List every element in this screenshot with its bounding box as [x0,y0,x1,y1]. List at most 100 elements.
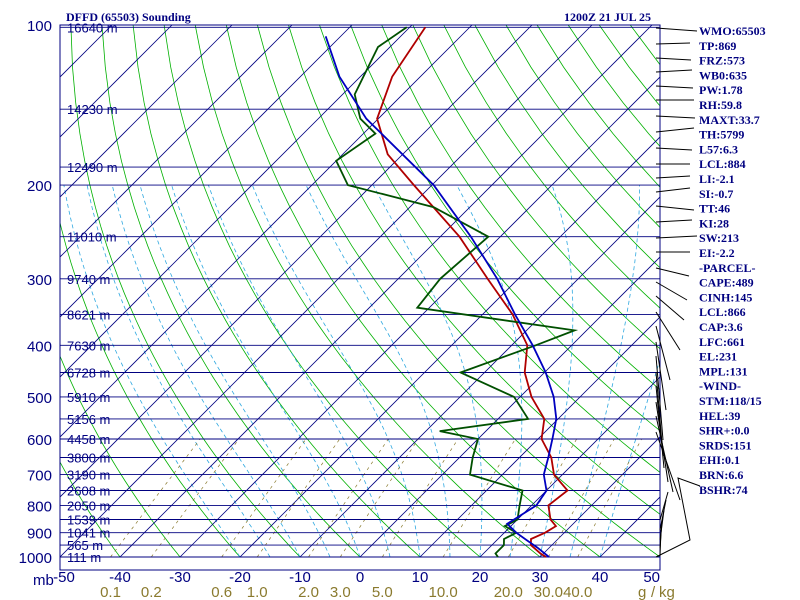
index-label: TP:869 [699,39,736,53]
pressure-label: 400 [27,338,52,355]
height-label: 12490 m [67,160,118,175]
mixing-ratio-label: 40.0 [563,584,592,600]
moist-adiabat [111,185,301,558]
height-label: 3800 m [67,451,110,466]
index-label: -PARCEL- [699,261,755,275]
mixing-ratio-label: 2.0 [298,584,319,600]
temperature-label: 20 [472,569,489,586]
height-label: 6728 m [67,366,110,381]
height-label: 3190 m [67,468,110,483]
mixing-ratio-label: 10.0 [428,584,457,600]
wind-barb [659,529,662,557]
index-label: BRN:6.6 [699,468,743,482]
wind-barb [655,235,698,239]
mixing-ratio-line [221,438,307,558]
index-label: FRZ:573 [699,54,745,68]
dry-adiabat [505,25,660,229]
dewpoint-profile [335,26,579,558]
temperature-label: 50 [643,569,660,586]
index-label: EHI:0.1 [699,453,740,467]
isotherm [539,436,660,558]
index-label: PW:1.78 [699,83,743,97]
dry-adiabat [536,25,660,188]
stability-indices: WMO:65503TP:869FRZ:573WB0:635PW:1.78RH:5… [699,24,766,497]
height-label: 8621 m [67,307,110,322]
temperature-label: -40 [109,569,131,586]
isobar-lines [60,24,660,558]
wind-barb [655,477,701,558]
wind-barb [655,267,690,277]
index-label: CAP:3.6 [699,320,743,334]
index-label: HEL:39 [699,409,740,423]
index-label: EL:231 [699,350,737,364]
temperature-label: 0 [356,569,364,586]
wind-barb [659,491,669,521]
isotherm [60,25,353,318]
wind-barb [655,295,685,321]
wind-barb [655,69,693,73]
mixing-ratio-line [151,438,240,558]
moist-adiabat [569,185,640,558]
pressure-axis-labels: 100 200 300 400 500 600 700 800 900 1000 [19,18,52,567]
height-label: 111 m [67,550,101,565]
mixing-ratio-line [110,438,201,558]
pressure-label: 200 [27,178,52,195]
wind-barb [655,187,691,193]
pressure-label: 700 [27,468,52,485]
sounding-profiles [324,26,579,558]
isotherm [60,25,593,558]
moist-adiabat [372,184,483,558]
wind-barb [655,281,688,301]
mixing-ratio-label: 0.2 [141,584,162,600]
mixing-ratio-label: 0.6 [211,584,232,600]
index-label: MPL:131 [699,364,748,378]
temperature-label: 10 [412,569,429,586]
height-label: 9740 m [67,272,110,287]
height-label: 11010 m [67,230,117,245]
pressure-label: 900 [27,526,52,543]
index-label: TH:5799 [699,128,744,142]
wind-barb [655,42,691,45]
wind-barb [655,431,681,501]
index-label: LCL:866 [699,305,746,319]
wind-barbs [655,27,701,558]
height-label: 565 m [67,538,103,553]
mixing-ratio-label: 30.0 [534,584,563,600]
dry-adiabat [163,25,481,558]
moist-adiabat [171,184,361,558]
wind-barb [655,325,671,381]
temperature-label: 30 [532,569,549,586]
index-label: LCL:884 [699,157,746,171]
moist-adiabat [139,184,331,558]
height-label: 2050 m [67,498,110,513]
dry-adiabat [786,25,800,557]
index-label: KI:28 [699,216,729,230]
height-label: 7630 m [67,338,110,353]
index-label: -WIND- [699,379,741,393]
wind-barb [655,27,698,32]
temperature-label: -20 [229,569,251,586]
plot-frame [59,24,661,571]
pressure-label: 1000 [19,550,52,567]
isotherm [179,76,660,558]
mixing-ratio-line [308,438,389,558]
wind-barb [655,311,681,351]
wind-barb [655,415,674,493]
index-label: RH:59.8 [699,98,742,112]
temperature-profile [376,26,569,558]
height-label: 5910 m [67,390,110,405]
temperature-axis-labels: -50 -40 -30 -20 -10 0 10 20 30 40 50 [53,569,660,586]
wind-barb [655,341,667,411]
temperature-label: -30 [169,569,191,586]
mixing-ratio-line [340,438,419,558]
isotherm [299,196,660,558]
index-label: WMO:65503 [699,24,766,38]
index-label: BSHR:74 [699,483,748,497]
index-label: SRDS:151 [699,438,752,452]
mixing-ratio-label: 20.0 [494,584,523,600]
isotherm [359,256,660,558]
dry-adiabat [755,25,800,557]
moist-adiabat [456,184,523,558]
height-label: 5156 m [67,412,110,427]
